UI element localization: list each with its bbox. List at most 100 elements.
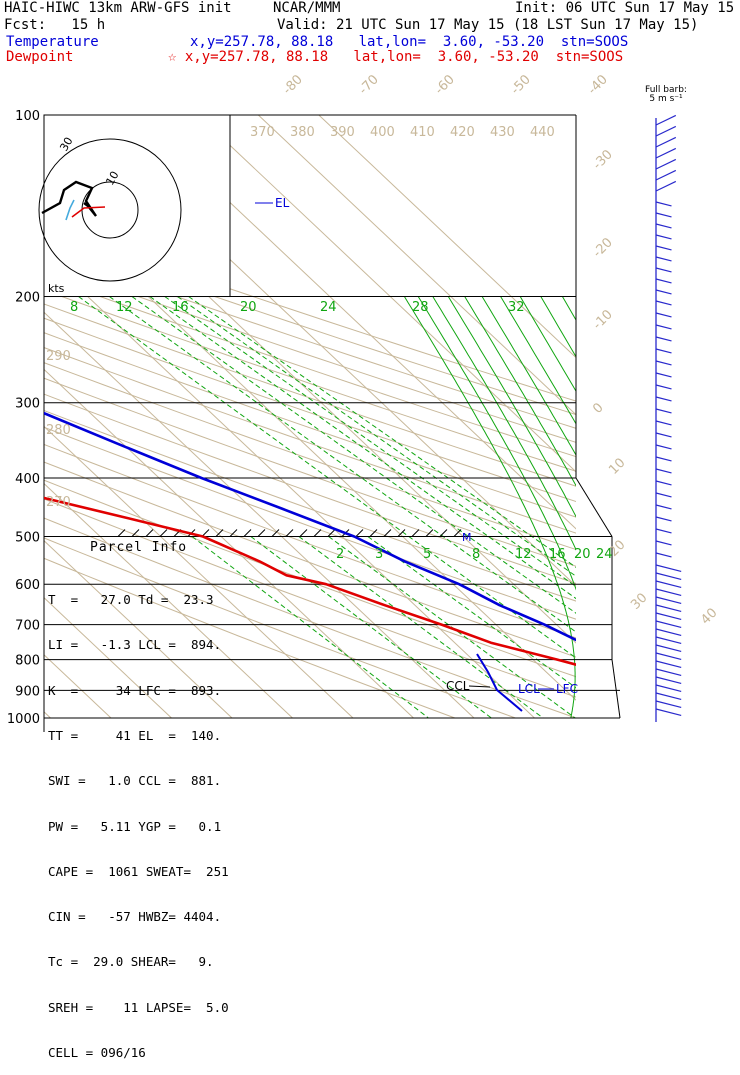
wind-barb — [655, 444, 672, 450]
hodograph-ring — [38, 138, 182, 282]
lfc-label: LFC — [556, 682, 578, 696]
freezing-hatch — [243, 529, 252, 537]
dry-adiabat — [44, 303, 576, 487]
stat-line: T = 27.0 Td = 23.3 — [48, 592, 214, 608]
stat-line: PW = 5.11 YGP = 0.1 — [48, 818, 222, 834]
mixing-ratio-line — [149, 296, 576, 600]
stat-line: SWI = 1.0 CCL = 881. — [48, 773, 222, 789]
wind-barb — [655, 348, 672, 354]
isotherm-line — [44, 482, 293, 719]
freezing-hatch — [313, 529, 322, 537]
wind-barb — [655, 396, 672, 402]
wind-barb — [655, 516, 672, 522]
dry-adiabat — [44, 498, 576, 698]
wind-barb — [655, 267, 672, 273]
isotherm-line — [44, 597, 172, 719]
theta-label: 370 — [250, 125, 275, 140]
wind-barb — [655, 456, 672, 462]
hodograph-frame — [43, 114, 231, 298]
wind-barb — [655, 572, 682, 581]
mixing-ratio-label: 32 — [508, 300, 525, 315]
dry-adiabat — [44, 289, 576, 472]
isotherm-label: -70 — [356, 72, 382, 98]
dry-adiabat — [44, 275, 576, 458]
wind-barb — [655, 201, 672, 207]
hodograph-ring-label: 10 — [103, 169, 121, 188]
wind-barb — [655, 180, 677, 192]
isotherm-line — [44, 539, 233, 719]
ccl-marker — [468, 685, 491, 688]
wind-barb — [655, 300, 672, 306]
wind-barb — [655, 125, 677, 137]
wind-barb — [655, 384, 672, 390]
wind-barb — [655, 289, 672, 295]
dry-adiabat — [44, 262, 576, 443]
wind-barb — [655, 372, 672, 378]
mixing-ratio-label: 16 — [172, 300, 189, 315]
theta-label: 440 — [530, 125, 555, 140]
wind-barb — [655, 504, 672, 510]
hodograph: 30 10 kts — [38, 135, 182, 295]
freezing-hatch — [439, 529, 448, 537]
wind-barb — [655, 492, 672, 498]
wind-barb — [655, 169, 677, 181]
storm-motion-vector — [71, 206, 106, 218]
pressure-tick-label: 800 — [15, 654, 40, 669]
mixing-ratio-label: 20 — [240, 300, 257, 315]
dry-adiabat — [44, 426, 576, 620]
freezing-hatch — [215, 529, 224, 537]
moist-adiabat — [500, 296, 576, 425]
dry-adiabat — [44, 517, 576, 719]
hodograph-trace — [41, 180, 97, 217]
pressure-tick-label: 300 — [15, 397, 40, 412]
dry-adiabat — [44, 332, 576, 518]
init-time: Init: 06 UTC Sun 17 May 15 — [515, 0, 735, 16]
hodograph-units: kts — [48, 282, 65, 295]
freezing-hatch — [285, 529, 294, 537]
theta-label: 400 — [370, 125, 395, 140]
freezing-hatch — [299, 529, 308, 537]
isotherm-label: -30 — [590, 147, 616, 173]
moist-adiabat — [481, 296, 576, 456]
forecast-hour: Fcst: 15 h — [4, 17, 106, 33]
mixing-ratio-line — [164, 296, 576, 588]
pressure-tick-label: 1000 — [7, 712, 40, 727]
stat-line: K = 34 LFC = 893. — [48, 682, 222, 698]
freezing-hatch — [271, 529, 280, 537]
stat-line: TT = 41 EL = 140. — [48, 728, 222, 744]
wind-barb — [655, 114, 677, 126]
theta-label: 280 — [46, 423, 71, 438]
temperature-legend: Temperature — [6, 34, 99, 50]
valid-time: Valid: 21 UTC Sun 17 May 15 (18 LST Sun … — [277, 17, 699, 33]
isotherm-label: 0 — [590, 400, 606, 416]
m-label: M — [462, 531, 472, 544]
dry-adiabat — [44, 236, 576, 416]
dry-adiabat — [44, 249, 576, 429]
wind-barb — [655, 245, 672, 251]
el-label: EL — [275, 196, 290, 210]
wind-barbs — [655, 114, 682, 722]
mixing-ratio-label: 20 — [574, 547, 591, 562]
mixing-ratio-label: 8 — [472, 547, 480, 562]
stat-line: CELL = 096/16 — [48, 1045, 146, 1060]
mixing-ratio-label: 24 — [596, 547, 613, 562]
theta-label: 390 — [330, 125, 355, 140]
wind-barb — [655, 234, 672, 240]
theta-label: 430 — [490, 125, 515, 140]
wind-barb — [655, 636, 682, 645]
wind-barb — [655, 596, 682, 605]
dry-adiabat — [44, 377, 576, 567]
wind-barb — [655, 212, 672, 218]
freezing-hatch — [397, 529, 406, 537]
theta-label: 420 — [450, 125, 475, 140]
moist-adiabat — [432, 296, 576, 551]
isotherm-line — [197, 115, 576, 473]
wind-barb — [655, 278, 672, 284]
theta-label: 270 — [46, 495, 71, 510]
freezing-hatch — [145, 529, 154, 537]
stat-line: CAPE = 1061 SWEAT= 251 — [48, 863, 229, 879]
mixing-ratio-label: 12 — [515, 547, 532, 562]
mixing-ratio-line — [191, 536, 429, 719]
dry-adiabat — [44, 347, 576, 534]
dry-adiabat — [44, 317, 576, 503]
